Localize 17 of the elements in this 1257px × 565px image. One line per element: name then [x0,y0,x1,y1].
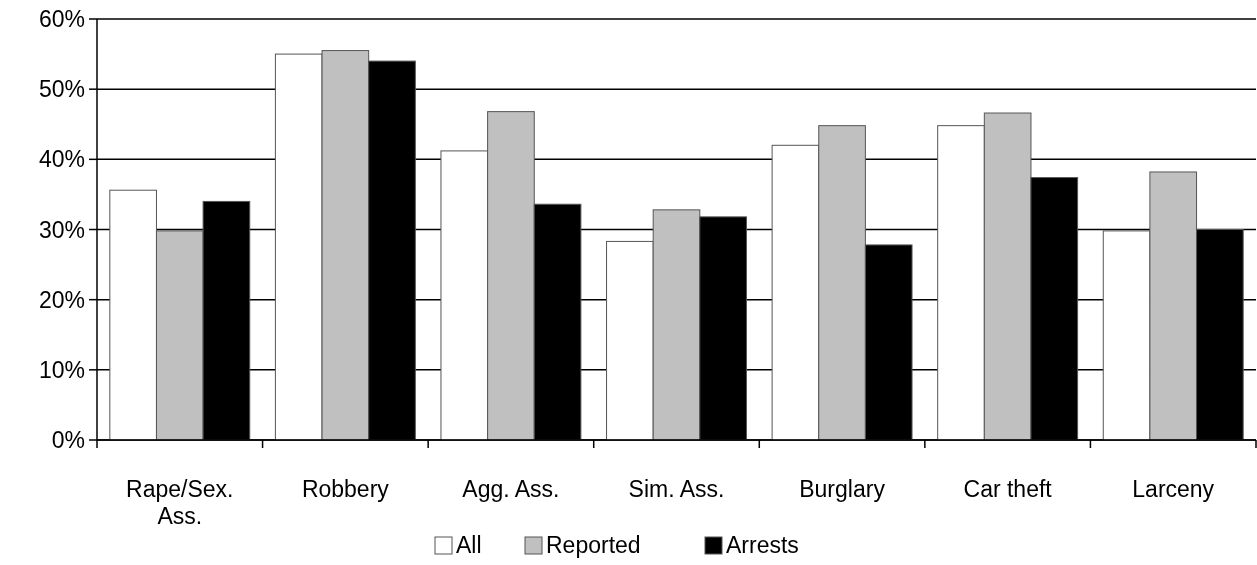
y-tick-label: 60% [38,6,85,33]
x-tick-label: Sim. Ass. [628,476,725,502]
y-tick-label: 10% [38,356,85,383]
legend-label: Arrests [726,532,799,558]
y-tick-label: 20% [38,286,85,313]
x-tick-label: Rape/Sex. Ass. [126,476,234,529]
y-tick-label: 30% [38,216,85,243]
x-tick-label: Robbery [301,476,390,502]
x-tick-label: Car theft [963,476,1053,502]
x-tick-label: Agg. Ass. [462,476,560,502]
x-tick-label: Larceny [1132,476,1215,502]
legend-label: Reported [546,532,641,558]
x-tick-label: Burglary [799,476,886,502]
y-tick-label: 0% [51,427,85,454]
y-tick-label: 40% [38,146,85,173]
legend-label: All [456,532,482,558]
y-tick-label: 50% [38,76,85,103]
